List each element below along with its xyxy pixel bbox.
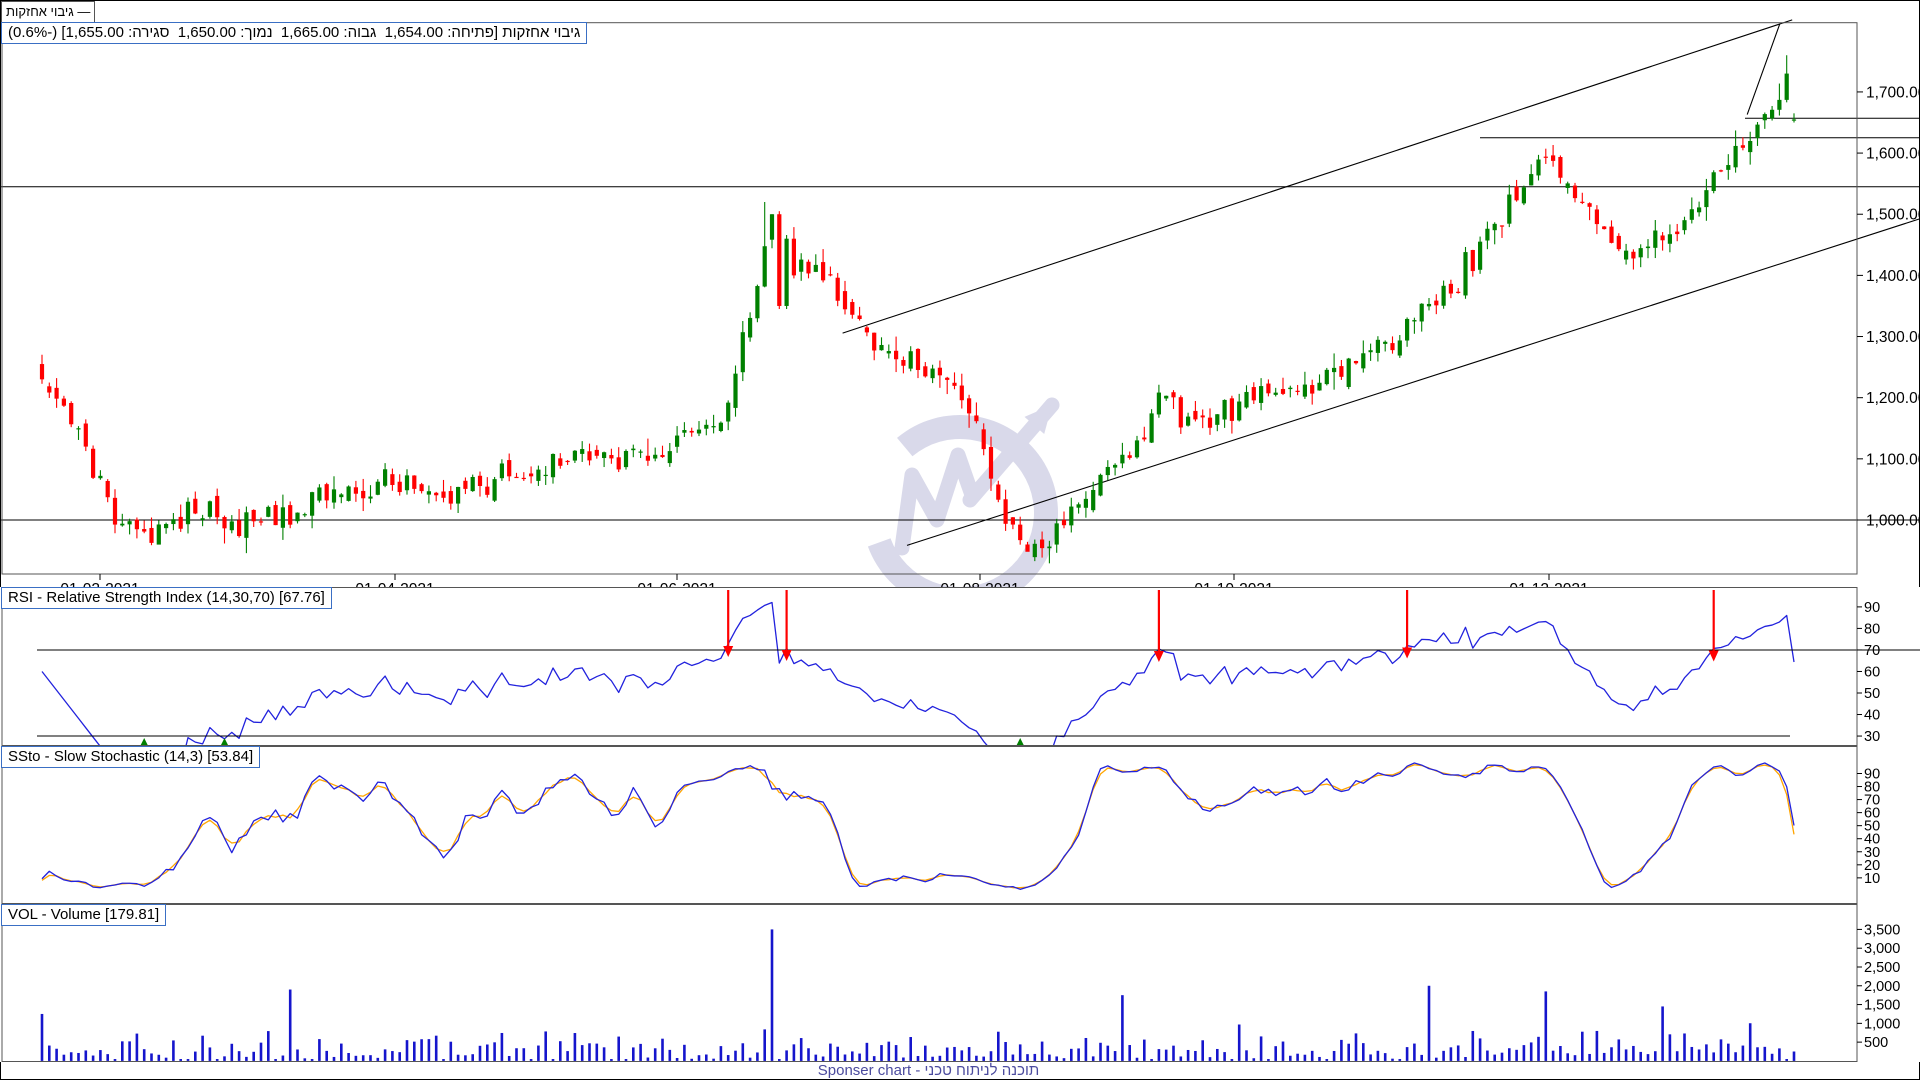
- svg-text:1,500.00: 1,500.00: [1866, 207, 1920, 224]
- svg-text:1,200.00: 1,200.00: [1866, 390, 1920, 407]
- svg-text:50: 50: [1864, 686, 1880, 702]
- svg-text:3,000: 3,000: [1864, 941, 1900, 957]
- svg-text:1,000.00: 1,000.00: [1866, 512, 1920, 529]
- svg-text:1,500: 1,500: [1864, 998, 1900, 1014]
- svg-text:80: 80: [1864, 621, 1880, 637]
- svg-text:3,500: 3,500: [1864, 922, 1900, 938]
- svg-text:10: 10: [1864, 871, 1880, 887]
- svg-text:2,500: 2,500: [1864, 960, 1900, 976]
- svg-text:1,100.00: 1,100.00: [1866, 451, 1920, 468]
- svg-text:40: 40: [1864, 708, 1880, 724]
- svg-text:60: 60: [1864, 664, 1880, 680]
- svg-text:1,000: 1,000: [1864, 1016, 1900, 1032]
- svg-text:1,600.00: 1,600.00: [1866, 146, 1920, 163]
- svg-text:1,400.00: 1,400.00: [1866, 268, 1920, 285]
- svg-text:500: 500: [1864, 1035, 1888, 1051]
- svg-text:30: 30: [1864, 729, 1880, 745]
- svg-text:2,000: 2,000: [1864, 979, 1900, 995]
- svg-text:1,700.00: 1,700.00: [1866, 84, 1920, 101]
- svg-text:1,300.00: 1,300.00: [1866, 329, 1920, 346]
- svg-text:70: 70: [1864, 643, 1880, 659]
- svg-text:90: 90: [1864, 600, 1880, 616]
